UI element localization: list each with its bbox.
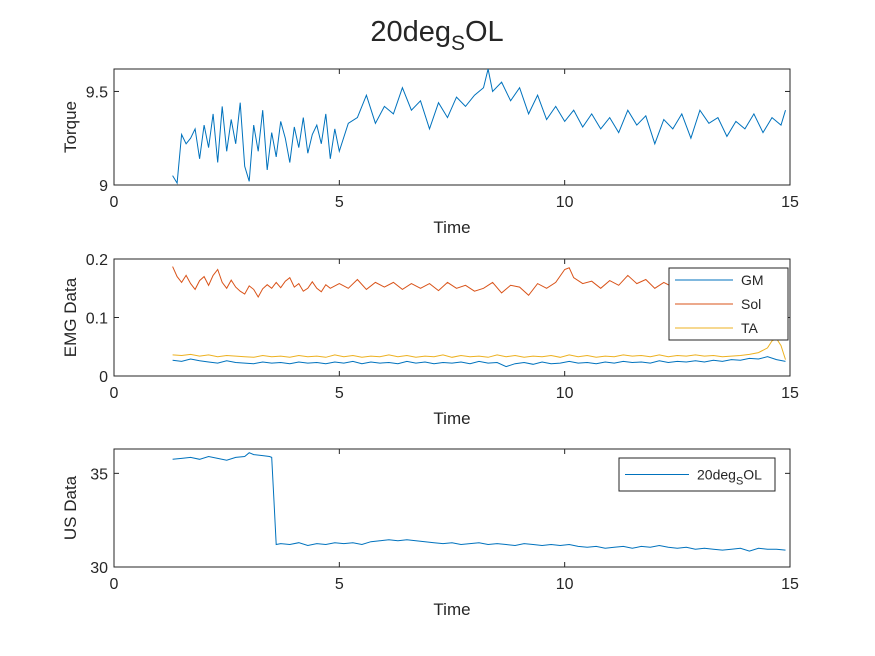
legend-label: GM: [741, 272, 764, 288]
y-axis-label: US Data: [61, 475, 80, 540]
emg-axes: 0 5 10 15 0 0.1 0.2 Time EMG Data GM Sol TA: [61, 252, 799, 428]
x-tick-label: 10: [556, 194, 574, 211]
x-tick-label: 5: [335, 194, 344, 211]
legend: GM Sol TA: [668, 267, 789, 341]
y-tick-label: 0: [99, 369, 108, 386]
y-tick-label: 9.5: [86, 84, 108, 101]
x-tick-label: 10: [556, 576, 574, 593]
axes-frame: [113, 68, 791, 186]
x-tick-label: 10: [556, 385, 574, 402]
torque-axes: 0 5 10 15 9 9.5 Time Torque: [61, 68, 799, 237]
legend-label: Sol: [741, 296, 761, 312]
legend: 20degSOL: [618, 457, 776, 492]
series-line-0: [172, 69, 786, 185]
series-line-ta: [172, 337, 786, 360]
x-axis-label: Time: [433, 409, 470, 428]
legend-label: TA: [741, 320, 759, 336]
legend-label: 20degSOL: [697, 467, 762, 488]
figure-title: 20degSOL: [370, 16, 503, 55]
y-tick-label: 9: [99, 178, 108, 195]
x-tick-label: 5: [335, 385, 344, 402]
series-line-gm: [172, 356, 786, 368]
us-axes: 0 5 10 15 30 35 Time US Data 20degSOL: [61, 448, 799, 619]
series-line-sol: [172, 266, 786, 299]
series-line-20degsol: [172, 452, 786, 552]
y-axis-label: Torque: [61, 101, 80, 153]
x-tick-label: 15: [781, 576, 799, 593]
x-axis-label: Time: [433, 600, 470, 619]
x-tick-label: 15: [781, 194, 799, 211]
y-tick-label: 30: [90, 560, 108, 577]
x-tick-label: 5: [335, 576, 344, 593]
x-tick-label: 15: [781, 385, 799, 402]
x-axis-label: Time: [433, 218, 470, 237]
x-tick-label: 0: [110, 385, 119, 402]
y-tick-label: 0.1: [86, 311, 108, 328]
y-tick-label: 0.2: [86, 252, 108, 269]
x-tick-label: 0: [110, 576, 119, 593]
y-axis-label: EMG Data: [61, 277, 80, 357]
y-tick-label: 35: [90, 466, 108, 483]
x-tick-label: 0: [110, 194, 119, 211]
